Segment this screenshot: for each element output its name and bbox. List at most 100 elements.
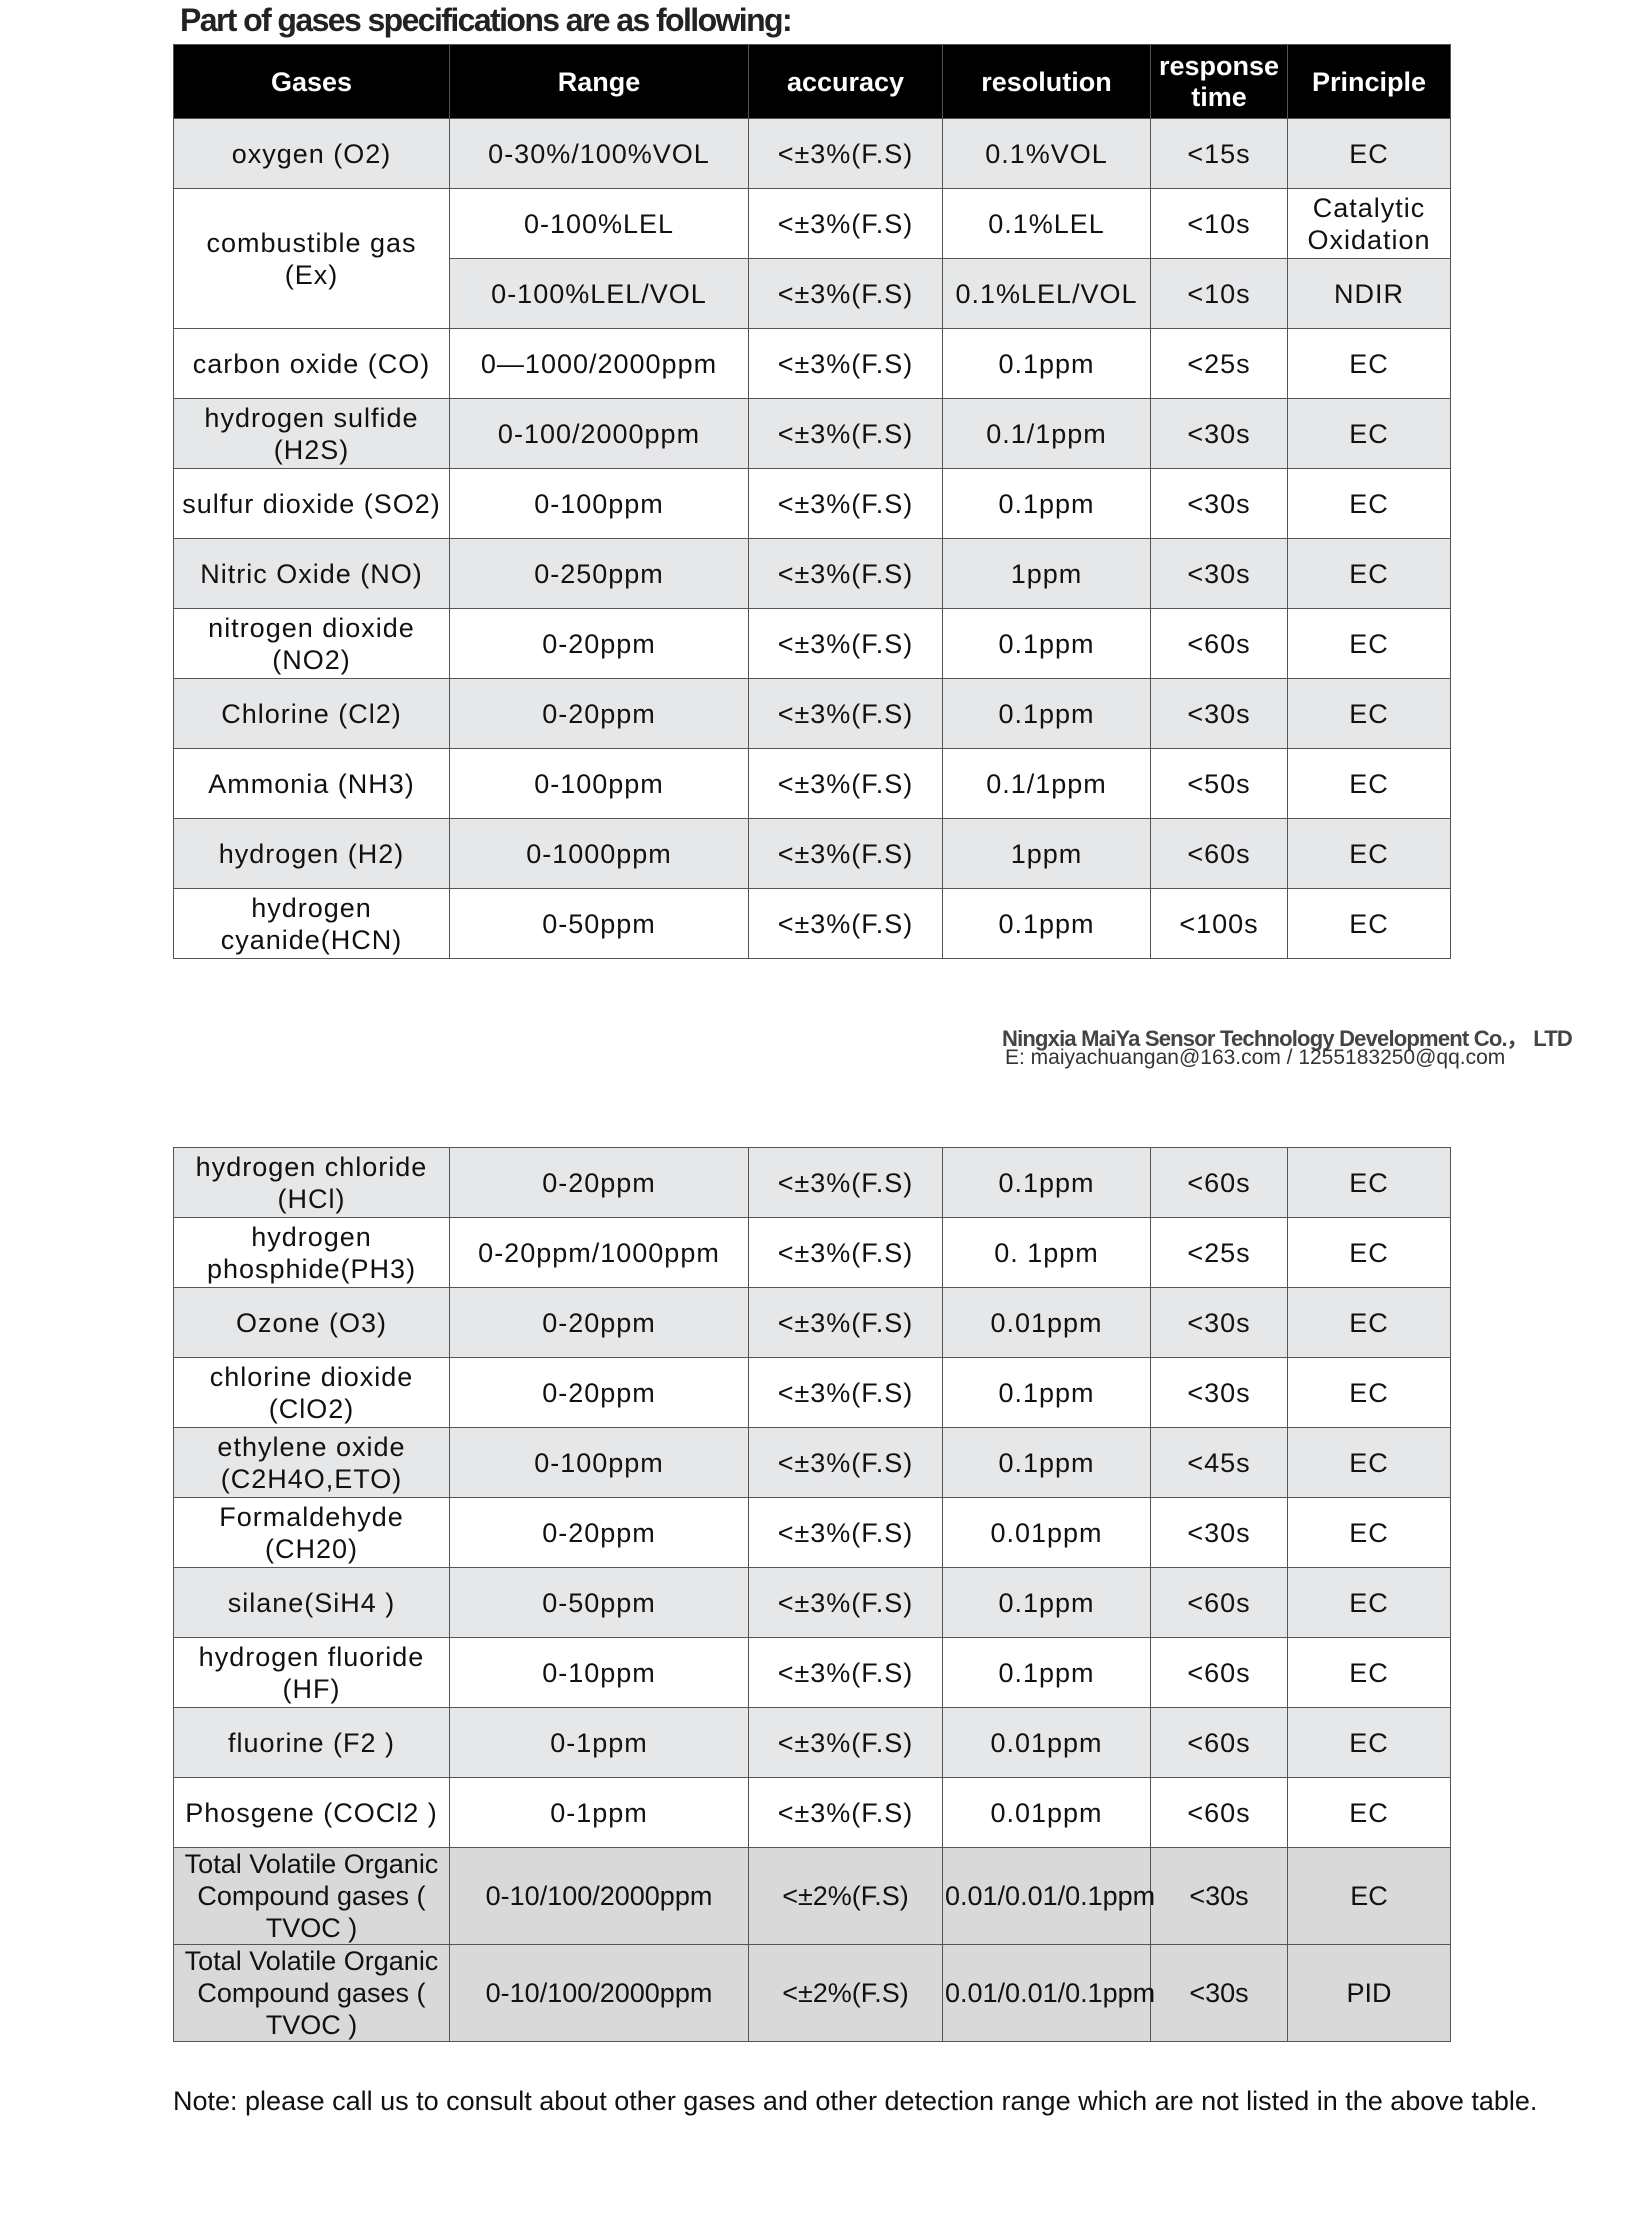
cell-principle: EC	[1287, 398, 1451, 469]
cell-resolution: 1ppm	[942, 818, 1151, 889]
table-row: sulfur dioxide (SO2) 0-100ppm <±3%(F.S) 0.1…	[173, 468, 1451, 539]
cell-accuracy: <±3%(F.S)	[748, 1567, 943, 1638]
cell-response-time: <10s	[1150, 188, 1288, 259]
table-row: 0-100%LEL/VOL <±3%(F.S) 0.1%LEL/VOL <10s NDI…	[174, 258, 1451, 329]
table-row: ethylene oxide (C2H4O,ETO) 0-100ppm <±3%(F…	[173, 1427, 1451, 1498]
cell-gas: hydrogen chloride (HCl)	[173, 1147, 450, 1218]
cell-resolution: 0.1ppm	[942, 608, 1151, 679]
cell-range: 0-20ppm	[449, 678, 749, 749]
company-name: Ningxia MaiYa Sensor Technology Developm…	[1002, 1026, 1573, 1051]
cell-range: 0-1ppm	[449, 1707, 749, 1778]
cell-resolution: 1ppm	[942, 538, 1151, 609]
cell-principle: EC	[1287, 608, 1451, 679]
cell-principle: EC	[1287, 468, 1451, 539]
cell-accuracy: <±3%(F.S)	[748, 818, 943, 889]
cell-gas: Total Volatile Organic Compound gases ( …	[173, 1847, 450, 1945]
gas-spec-table-1: Gases Range accuracy resolution response…	[173, 44, 1451, 959]
cell-accuracy: <±3%(F.S)	[748, 1427, 943, 1498]
cell-accuracy: <±3%(F.S)	[748, 1707, 943, 1778]
cell-principle: EC	[1287, 1777, 1451, 1848]
cell-range: 0-50ppm	[449, 1567, 749, 1638]
cell-response-time: <30s	[1150, 538, 1288, 609]
cell-gas: Nitric Oxide (NO)	[173, 538, 450, 609]
cell-gas: combustible gas (Ex)	[173, 188, 450, 329]
cell-accuracy: <±3%(F.S)	[748, 1497, 943, 1568]
cell-resolution: 0.1ppm	[942, 1357, 1151, 1428]
cell-response-time: <30s	[1150, 1357, 1288, 1428]
cell-response-time: <60s	[1150, 1567, 1288, 1638]
cell-accuracy: <±3%(F.S)	[748, 538, 943, 609]
cell-resolution: 0.01ppm	[942, 1287, 1151, 1358]
cell-response-time: <30s	[1150, 398, 1288, 469]
cell-accuracy: <±3%(F.S)	[748, 748, 943, 819]
table-row: Ozone (O3) 0-20ppm <±3%(F.S) 0.01ppm <30s EC	[173, 1287, 1451, 1358]
cell-resolution: 0.1%LEL	[942, 188, 1151, 259]
table-row: oxygen (O2) 0-30%/100%VOL <±3%(F.S) 0.1%VOL…	[173, 118, 1451, 189]
cell-principle: EC	[1287, 1287, 1451, 1358]
cell-principle: EC	[1287, 1147, 1451, 1218]
cell-principle: EC	[1287, 1567, 1451, 1638]
cell-resolution: 0.01/0.01/0.1ppm	[942, 1944, 1155, 2042]
cell-gas: oxygen (O2)	[173, 118, 450, 189]
cell-resolution: 0.1/1ppm	[942, 398, 1151, 469]
cell-resolution: 0.1ppm	[942, 678, 1151, 749]
cell-gas: hydrogen (H2)	[173, 818, 450, 889]
cell-gas: hydrogen sulfide (H2S)	[173, 398, 450, 469]
cell-principle: EC	[1287, 1497, 1451, 1568]
cell-principle: Catalytic Oxidation	[1287, 188, 1451, 259]
cell-response-time: <60s	[1150, 1637, 1288, 1708]
cell-response-time: <30s	[1150, 1944, 1288, 2042]
cell-accuracy: <±3%(F.S)	[748, 678, 943, 749]
cell-range: 0-1000ppm	[449, 818, 749, 889]
cell-gas: sulfur dioxide (SO2)	[173, 468, 450, 539]
gas-spec-table-2: hydrogen chloride (HCl) 0-20ppm <±3%(F.S) 0…	[173, 1147, 1451, 2042]
cell-accuracy: <±3%(F.S)	[748, 1147, 943, 1218]
cell-range: 0-20ppm	[449, 608, 749, 679]
cell-resolution: 0.1%VOL	[942, 118, 1151, 189]
cell-range: 0-100ppm	[449, 748, 749, 819]
cell-response-time: <30s	[1150, 468, 1288, 539]
cell-gas: nitrogen dioxide (NO2)	[173, 608, 450, 679]
cell-response-time: <10s	[1150, 258, 1288, 329]
cell-principle: EC	[1287, 538, 1451, 609]
cell-range: 0-100%LEL/VOL	[449, 258, 749, 329]
cell-response-time: <60s	[1150, 1707, 1288, 1778]
table-row: Phosgene (COCl2 ) 0-1ppm <±3%(F.S) 0.01ppm <…	[173, 1777, 1451, 1848]
cell-principle: EC	[1287, 118, 1451, 189]
cell-accuracy: <±3%(F.S)	[748, 608, 943, 679]
cell-range: 0-100/2000ppm	[449, 398, 749, 469]
cell-range: 0-100%LEL	[449, 188, 749, 259]
cell-gas: Phosgene (COCl2 )	[173, 1777, 450, 1848]
cell-gas: Chlorine (Cl2)	[173, 678, 450, 749]
table-row: Total Volatile Organic Compound gases ( …	[173, 1847, 1451, 1945]
cell-gas: hydrogen fluoride (HF)	[173, 1637, 450, 1708]
cell-gas: chlorine dioxide (ClO2)	[173, 1357, 450, 1428]
cell-principle: EC	[1287, 1637, 1451, 1708]
cell-accuracy: <±3%(F.S)	[748, 1217, 943, 1288]
cell-range: 0-100ppm	[449, 468, 749, 539]
cell-accuracy: <±3%(F.S)	[748, 188, 943, 259]
cell-range: 0-20ppm	[449, 1357, 749, 1428]
cell-resolution: 0.01/0.01/0.1ppm	[942, 1847, 1155, 1945]
cell-response-time: <60s	[1150, 1777, 1288, 1848]
cell-gas: carbon oxide (CO)	[173, 328, 450, 399]
table-row: hydrogen fluoride (HF) 0-10ppm <±3%(F.S) 0.…	[173, 1637, 1451, 1708]
cell-range: 0-20ppm	[449, 1287, 749, 1358]
header-gases: Gases	[173, 44, 450, 119]
cell-resolution: 0.1ppm	[942, 1637, 1151, 1708]
cell-gas: hydrogen phosphide(PH3)	[173, 1217, 450, 1288]
table-row: Ammonia (NH3) 0-100ppm <±3%(F.S) 0.1/1ppm <5…	[173, 748, 1451, 819]
cell-accuracy: <±3%(F.S)	[748, 1637, 943, 1708]
cell-response-time: <30s	[1150, 678, 1288, 749]
cell-range: 0-10ppm	[449, 1637, 749, 1708]
cell-range: 0-1ppm	[449, 1777, 749, 1848]
cell-gas: silane(SiH4 )	[173, 1567, 450, 1638]
cell-accuracy: <±3%(F.S)	[748, 468, 943, 539]
cell-principle: EC	[1287, 1427, 1451, 1498]
page-title: Part of gases specifications are as foll…	[180, 2, 793, 38]
cell-accuracy: <±3%(F.S)	[748, 888, 943, 959]
cell-resolution: 0.01ppm	[942, 1497, 1151, 1568]
cell-principle: EC	[1287, 328, 1451, 399]
cell-resolution: 0.1/1ppm	[942, 748, 1151, 819]
cell-range: 0-20ppm	[449, 1497, 749, 1568]
